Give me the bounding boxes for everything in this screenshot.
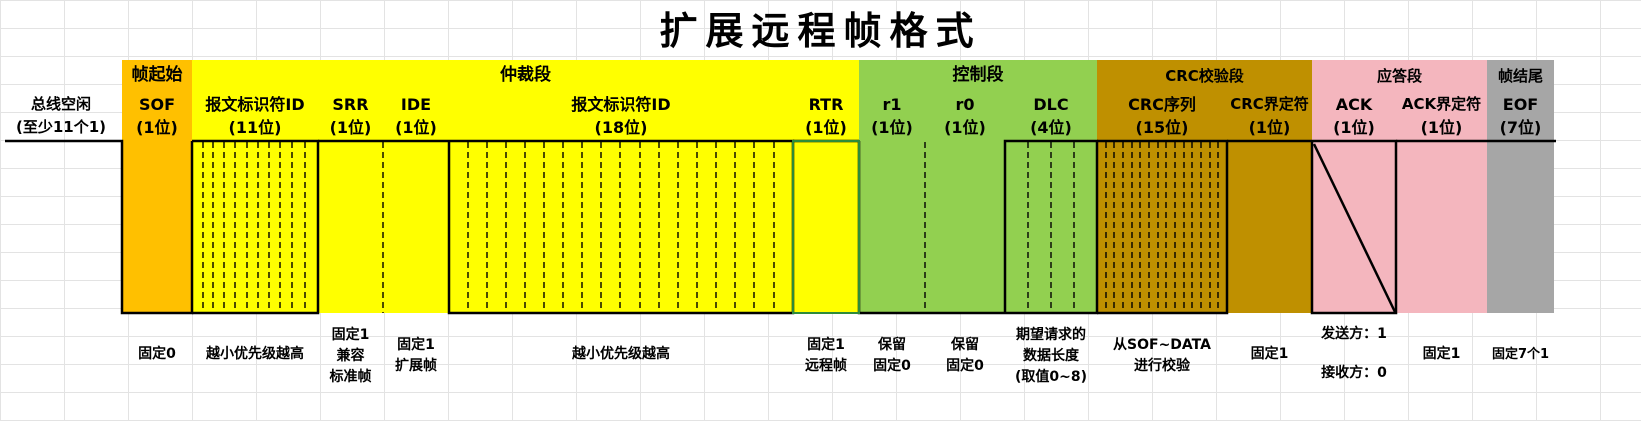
field-r0-bits: (1位) <box>944 118 986 137</box>
rtr-highlight <box>792 140 860 314</box>
desc-ack-1: 发送方：1 <box>1321 326 1387 342</box>
field-crcseq-bits: (15位) <box>1135 118 1189 137</box>
sof-band <box>122 60 192 313</box>
desc-id11: 越小优先级越高 <box>206 346 304 362</box>
desc-r0-2: 固定0 <box>946 358 984 374</box>
segment-crc-label: CRC校验段 <box>1165 67 1244 85</box>
field-eof-name: EOF <box>1502 95 1539 114</box>
desc-rtr-1: 固定1 <box>807 337 845 353</box>
desc-r1-2: 固定0 <box>873 358 911 374</box>
field-rtr-bits: (1位) <box>805 118 847 137</box>
page-title: 扩展远程帧格式 <box>659 9 982 53</box>
field-id18-bits: (18位) <box>594 118 648 137</box>
ack-band <box>1312 60 1487 313</box>
field-dlc-bits: (4位) <box>1030 118 1072 137</box>
field-ackdel-name: ACK界定符 <box>1401 95 1482 113</box>
signal-line <box>5 139 1556 315</box>
segment-ack-label: 应答段 <box>1376 67 1422 85</box>
field-id11-bits: (11位) <box>228 118 282 137</box>
desc-ack-2: 接收方：0 <box>1321 365 1387 381</box>
field-eof-bits: (7位) <box>1499 118 1542 137</box>
segment-control-label: 控制段 <box>952 65 1004 85</box>
eof-band <box>1487 60 1554 313</box>
segment-arbitration-label: 仲裁段 <box>500 65 551 85</box>
field-ide-name: IDE <box>400 95 432 114</box>
desc-rtr-2: 远程帧 <box>805 358 847 374</box>
desc-srr-3: 标准帧 <box>329 369 372 385</box>
field-r1-bits: (1位) <box>871 118 913 137</box>
desc-ackdel: 固定1 <box>1422 346 1461 362</box>
field-ack-name: ACK <box>1335 95 1373 114</box>
field-ide-bits: (1位) <box>395 118 437 137</box>
segment-eof-label: 帧结尾 <box>1497 67 1543 85</box>
desc-dlc-3: (取值0~8) <box>1014 369 1087 385</box>
field-r1-name: r1 <box>882 95 902 114</box>
desc-dlc-1: 期望请求的 <box>1016 327 1086 343</box>
field-srr-bits: (1位) <box>329 118 372 137</box>
bit-dividers <box>202 142 1219 313</box>
desc-sof: 固定0 <box>138 346 176 362</box>
field-crcseq-name: CRC序列 <box>1128 95 1196 114</box>
desc-crcseq-2: 进行校验 <box>1134 358 1190 374</box>
field-crcdel-bits: (1位) <box>1248 118 1291 137</box>
desc-ide-2: 扩展帧 <box>395 358 437 374</box>
field-sof-name: SOF <box>138 95 176 114</box>
desc-crcdel: 固定1 <box>1250 346 1289 362</box>
desc-eof: 固定7个1 <box>1491 347 1550 362</box>
desc-r1-1: 保留 <box>878 337 906 353</box>
field-id18-name: 报文标识符ID <box>571 95 671 114</box>
ack-diagonal <box>1312 143 1397 313</box>
control-band <box>859 60 1097 313</box>
field-rtr-name: RTR <box>808 95 844 114</box>
bus-idle-label: 总线空闲 <box>30 95 91 113</box>
desc-dlc-2: 数据长度 <box>1023 348 1079 364</box>
desc-id18: 越小优先级越高 <box>572 346 670 362</box>
segment-sof-label: 帧起始 <box>131 65 183 85</box>
bus-idle-sublabel: (至少11个1) <box>15 118 107 136</box>
field-srr-name: SRR <box>332 95 369 114</box>
field-dlc-name: DLC <box>1033 95 1069 114</box>
field-id11-name: 报文标识符ID <box>205 95 305 114</box>
field-ack-bits: (1位) <box>1333 118 1375 137</box>
desc-r0-1: 保留 <box>951 337 979 353</box>
field-crcdel-name: CRC界定符 <box>1230 95 1309 113</box>
desc-ide-1: 固定1 <box>397 337 435 353</box>
desc-crcseq-1: 从SOF~DATA <box>1113 337 1211 353</box>
desc-srr-1: 固定1 <box>331 327 370 343</box>
crc-band <box>1097 60 1312 313</box>
field-sof-bits: (1位) <box>136 118 178 137</box>
desc-srr-2: 兼容 <box>336 348 365 364</box>
field-r0-name: r0 <box>955 95 975 114</box>
field-ackdel-bits: (1位) <box>1420 118 1463 137</box>
